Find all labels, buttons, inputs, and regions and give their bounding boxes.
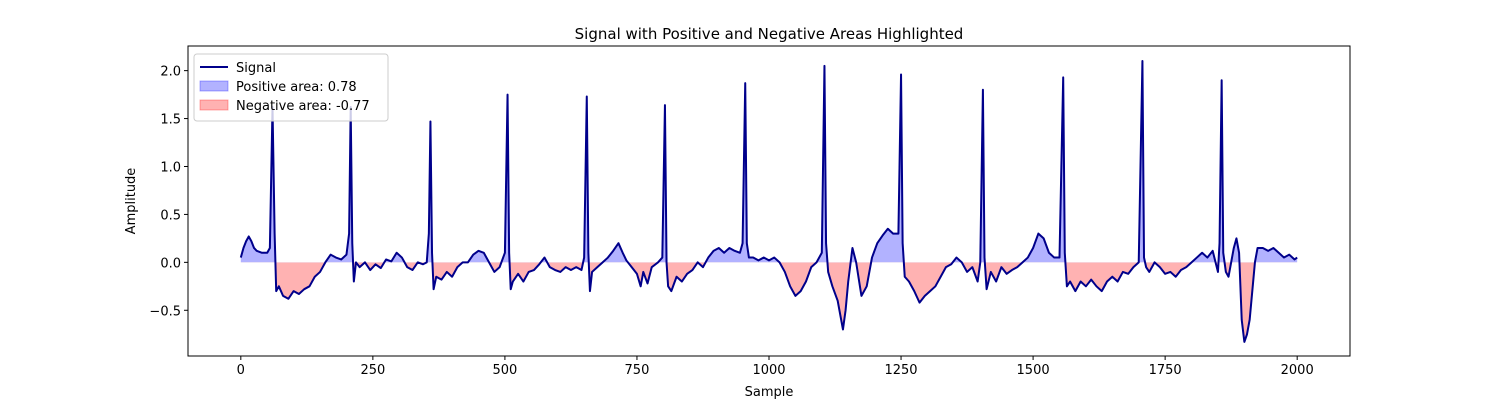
y-tick-label: 2.0	[160, 65, 181, 80]
legend-swatch	[199, 80, 229, 92]
area-fill	[275, 262, 1255, 342]
y-tick-label: −0.5	[149, 304, 181, 319]
y-tick-label: 1.5	[160, 113, 181, 128]
x-axis-label: Sample	[745, 385, 794, 400]
x-tick-label: 1250	[884, 363, 917, 378]
y-tick-label: 1.0	[160, 160, 181, 175]
legend-label: Positive area: 0.78	[236, 80, 357, 95]
legend-label: Negative area: -0.77	[236, 99, 370, 114]
x-tick-label: 250	[360, 363, 385, 378]
y-tick-label: 0.5	[160, 208, 181, 223]
x-tick-label: 750	[625, 363, 650, 378]
legend-swatch	[199, 99, 229, 111]
x-tick-label: 1750	[1149, 363, 1182, 378]
y-axis-label: Amplitude	[124, 168, 139, 235]
x-tick-label: 500	[492, 363, 517, 378]
plot-frame	[187, 45, 1351, 357]
legend-box	[193, 53, 389, 122]
area-fill	[240, 61, 1298, 263]
x-tick-label: 2000	[1281, 363, 1314, 378]
chart-title: Signal with Positive and Negative Areas …	[575, 25, 964, 43]
signal-line	[239, 60, 1298, 343]
x-tick-label: 1000	[752, 363, 785, 378]
x-tick-label: 1500	[1017, 363, 1050, 378]
legend-label: Signal	[236, 61, 276, 76]
x-tick-label: 0	[237, 363, 245, 378]
y-tick-label: 0.0	[160, 256, 181, 271]
